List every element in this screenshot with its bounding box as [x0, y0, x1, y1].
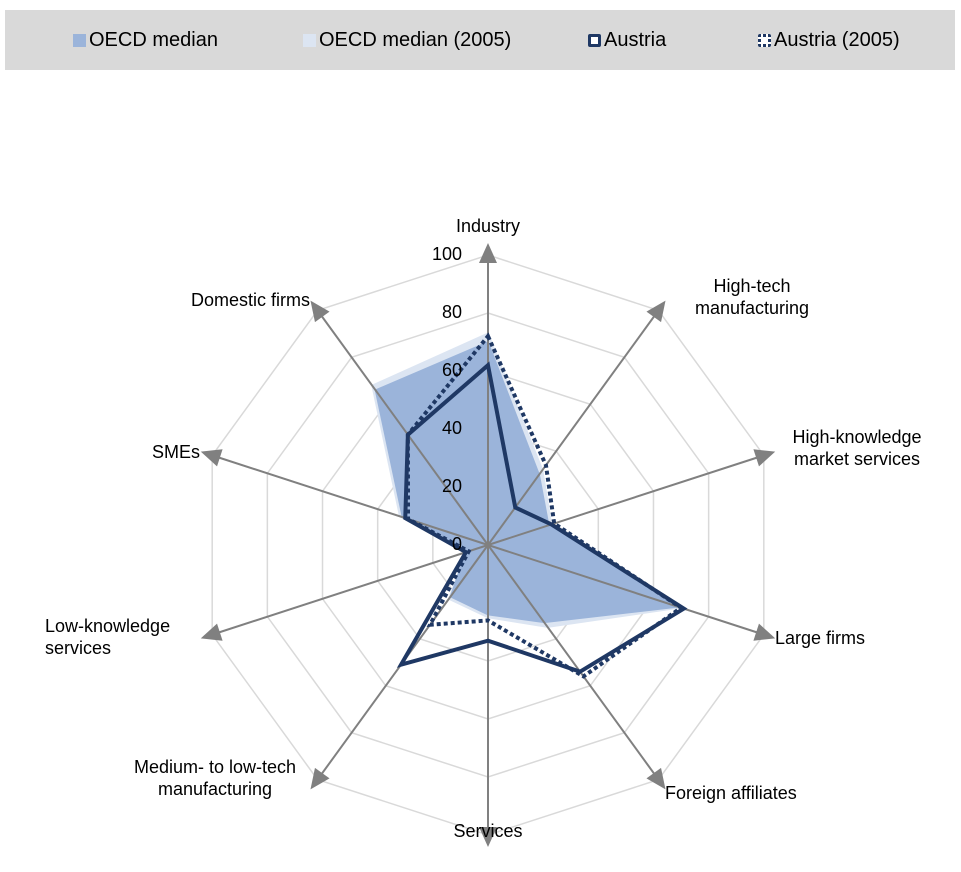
r-tick-label: 100	[432, 244, 462, 264]
line	[405, 332, 685, 679]
axis-line	[215, 544, 489, 635]
axis-label: Low-knowledge services	[45, 616, 171, 658]
legend-item: OECD median	[73, 29, 218, 52]
axis-label: Large firms	[775, 628, 866, 648]
legend-swatch	[758, 34, 771, 47]
legend: OECD median OECD median (2005) Austria Aust…	[5, 10, 955, 70]
axis-arrow	[310, 767, 330, 790]
axis-label: Services	[453, 821, 523, 841]
legend-label: Austria	[604, 29, 667, 51]
axis-arrow	[479, 827, 497, 847]
legend-item: OECD median (2005)	[303, 29, 511, 52]
legend-label: OECD median	[89, 29, 218, 51]
axis-arrow	[200, 623, 223, 641]
axis-arrow	[200, 449, 223, 467]
axis-label: Domestic firms	[190, 290, 310, 310]
r-tick-label: 80	[442, 302, 462, 322]
axis-label: High-knowledge market services	[792, 427, 922, 469]
axis-arrow	[310, 300, 330, 323]
axis-label: Industry	[455, 216, 521, 236]
axis-label: High-tech manufacturing	[694, 276, 810, 318]
axis-label: Foreign affiliates	[665, 783, 797, 803]
r-tick-label: 40	[442, 418, 462, 438]
legend-label: Austria (2005)	[774, 29, 900, 51]
axis-line	[215, 455, 489, 546]
axis-line	[487, 544, 657, 777]
axis-label: Medium- to low-tech manufacturing	[133, 757, 297, 799]
r-tick-label: 0	[452, 534, 462, 554]
axis-arrow	[753, 449, 776, 467]
legend-swatch	[588, 34, 601, 47]
axis-arrow	[646, 767, 666, 790]
legend-swatch	[73, 34, 86, 47]
legend-item: Austria	[588, 29, 666, 52]
axis-arrow	[646, 300, 666, 323]
axis-line	[487, 544, 761, 635]
r-tick-label: 20	[442, 476, 462, 496]
axis-label: SMEs	[151, 442, 200, 462]
axis-line	[487, 455, 761, 546]
legend-item: Austria (2005)	[758, 29, 900, 52]
axis-arrow	[479, 243, 497, 263]
axis-arrow	[753, 623, 776, 641]
r-tick-label: 60	[442, 360, 462, 380]
legend-label: OECD median (2005)	[319, 29, 512, 51]
axis-line	[319, 313, 489, 546]
legend-swatch	[303, 34, 316, 47]
